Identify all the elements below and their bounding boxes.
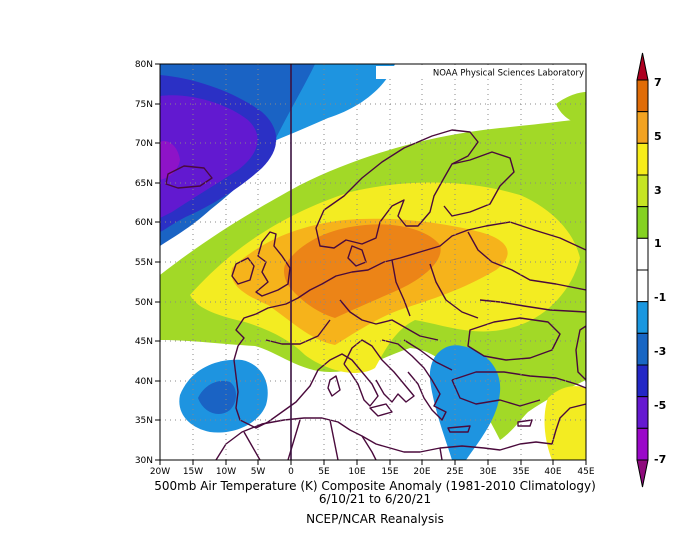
lon-label: 45E [577,467,594,477]
lon-label: 35E [512,467,529,477]
anomaly-region-blue-light-aegean [429,345,501,460]
lat-label: 55N [135,258,153,268]
colorbar-segment [636,237,649,271]
credit-label: NOAA Physical Sciences Laboratory [433,69,584,79]
coastlines-and-borders [165,129,586,460]
lon-label: 15E [381,467,398,477]
anomaly-region-green-ne [556,92,586,126]
colorbar-segment [636,396,649,429]
lon-label: 40E [544,467,561,477]
colorbar-tick-label: 5 [654,130,662,143]
colorbar-segment [636,174,649,208]
colorbar-segment [636,301,649,334]
colorbar-segment [636,206,649,239]
anomaly-field: NOAA Physical Sciences Laboratory [160,64,586,460]
gridlines [160,64,586,460]
lat-label: 60N [135,218,153,228]
lon-label: 10E [348,467,365,477]
lon-label: 5W [251,467,266,477]
lat-label: 65N [135,179,153,189]
colorbar-tick-label: -7 [654,453,666,466]
latitude-labels: 80N 75N 70N 65N 60N 55N 50N 45N 40N 35N … [135,60,153,466]
colorbar-segment [636,142,649,176]
colorbar-tick-label: -5 [654,399,666,412]
longitude-labels: 20W 15W 10W 5W 0 5E 10E 15E 20E 25E 30E … [150,467,595,477]
caption-title: 500mb Air Temperature (K) Composite Anom… [154,479,596,493]
colorbar-labels: 7 5 3 1 -1 -3 -5 -7 [654,76,666,466]
lat-label: 70N [135,139,153,149]
caption-date-range: 6/10/21 to 6/20/21 [318,492,432,506]
colorbar-segment [636,459,649,488]
lon-label: 30E [479,467,496,477]
lat-label: 35N [135,416,153,426]
lat-label: 40N [135,377,153,387]
lat-label: 45N [135,337,153,347]
lon-label: 25E [446,467,463,477]
caption-source: NCEP/NCAR Reanalysis [306,512,444,526]
colorbar-segment [636,364,649,398]
lon-label: 10W [216,467,236,477]
credit-box [376,66,586,79]
lat-label: 50N [135,298,153,308]
colorbar-segment [636,269,649,303]
colorbar-tick-label: 1 [654,237,662,250]
colorbar-segment [636,52,649,81]
lon-label: 20W [150,467,170,477]
colorbar-tick-label: 3 [654,184,662,197]
tick-marks [155,63,587,465]
colorbar-segment [636,79,649,113]
lon-label: 5E [318,467,330,477]
colorbar [636,52,649,488]
colorbar-tick-label: -3 [654,345,666,358]
lon-label: 0 [288,467,294,477]
colorbar-tick-label: -1 [654,291,666,304]
colorbar-tick-label: 7 [654,76,662,89]
lon-label: 15W [183,467,203,477]
lat-label: 80N [135,60,153,70]
colorbar-segment [636,427,649,461]
anomaly-region-yellow-se [544,386,586,460]
lat-label: 30N [135,456,153,466]
lon-label: 20E [413,467,430,477]
colorbar-segment [636,111,649,144]
colorbar-segment [636,332,649,366]
lat-label: 75N [135,100,153,110]
